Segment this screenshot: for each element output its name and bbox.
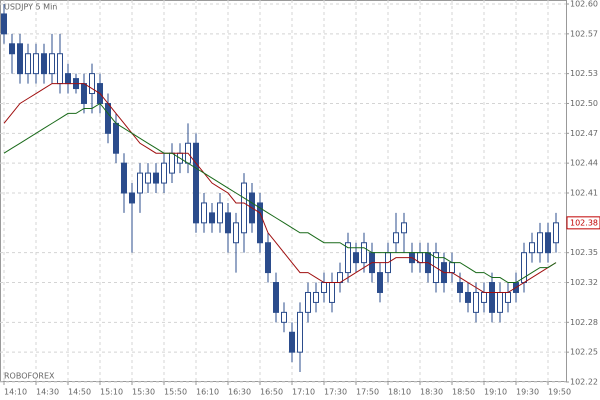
x-tick-label: 16:50 [260,388,283,397]
candle-body [121,162,127,194]
candle-body [393,232,399,244]
x-tick-label: 16:30 [228,388,251,397]
candle-body [497,291,503,313]
current-price-label: 102.38 [570,218,598,227]
candle-body [361,242,367,264]
candle-body [329,282,335,303]
y-tick-label: 102.22 [570,378,598,387]
price-label-box [566,216,600,230]
candle-body [401,222,407,234]
candle-body [33,53,39,75]
candle-body [9,43,15,55]
y-tick-label: 102.32 [570,278,598,287]
candle-body [1,13,7,35]
moving-average-line [3,102,557,284]
candle-body [289,331,295,353]
y-tick-label: 102.47 [570,129,598,138]
candle-body [257,202,263,244]
grid [0,0,566,383]
candle-body [137,172,143,194]
y-tick-label: 102.25 [570,348,598,357]
x-tick-label: 19:30 [516,388,539,397]
candle-body [321,282,327,293]
x-tick-label: 19:50 [548,388,571,397]
candle-body [65,73,71,85]
candle-body [545,232,551,254]
candle-body [553,222,559,244]
candle-body [49,53,55,75]
candle-body [41,53,47,75]
candle-body [505,291,511,303]
candle-body [489,282,495,313]
candle-body [473,291,479,313]
x-tick-label: 15:30 [132,388,155,397]
candle-body [377,272,383,293]
candle-body [225,212,231,234]
candle-body [209,212,215,224]
candle-body [201,202,207,224]
x-tick-label: 18:10 [388,388,411,397]
candle-body [297,311,303,353]
x-tick-label: 18:50 [452,388,475,397]
candle-body [105,102,111,134]
candle-body [353,252,359,264]
candle-body [345,242,351,274]
x-tick-label: 17:30 [324,388,347,397]
candle-body [145,172,151,184]
x-tick-label: 14:30 [36,388,59,397]
candle-body [233,222,239,244]
x-tick-label: 14:10 [4,388,27,397]
candle-body [217,202,223,224]
y-tick-label: 102.60 [570,0,598,9]
candle-body [113,122,119,154]
candle-body [153,172,159,184]
y-tick-label: 102.28 [570,318,598,327]
candle-body [17,43,23,75]
x-tick-label: 19:10 [484,388,507,397]
candle-body [305,291,311,313]
candle-body [193,142,199,224]
x-tick-label: 18:30 [420,388,443,397]
candle-body [81,83,87,104]
candle-body [529,242,535,254]
watermark: ROBOFOREX [4,372,55,381]
candle-body [241,182,247,234]
y-tick-label: 102.53 [570,69,598,78]
marks [1,4,559,373]
candle-body [57,53,63,85]
x-tick-label: 17:50 [356,388,379,397]
candle-body [25,53,31,75]
chart-title: USDJPY 5 Min [4,3,57,12]
candle-body [89,73,95,95]
x-tick-label: 16:10 [196,388,219,397]
candle-body [129,192,135,204]
candle-body [537,232,543,254]
candle-body [481,291,487,303]
x-tick-label: 14:50 [68,388,91,397]
candle-body [273,282,279,313]
candle-body [161,162,167,184]
candle-body [281,311,287,323]
x-tick-label: 15:50 [164,388,187,397]
y-tick-label: 102.44 [570,159,598,168]
x-tick-label: 15:10 [100,388,123,397]
y-tick-label: 102.35 [570,248,598,257]
candle-body [313,291,319,303]
candle-body [457,282,463,293]
moving-average-line [3,83,557,293]
candle-body [449,262,455,274]
candle-body [465,291,471,303]
candle-body [169,152,175,174]
y-tick-label: 102.50 [570,99,598,108]
candle-body [265,242,271,274]
y-tick-label: 102.41 [570,189,598,198]
x-tick-label: 17:10 [292,388,315,397]
y-tick-label: 102.57 [570,29,598,38]
